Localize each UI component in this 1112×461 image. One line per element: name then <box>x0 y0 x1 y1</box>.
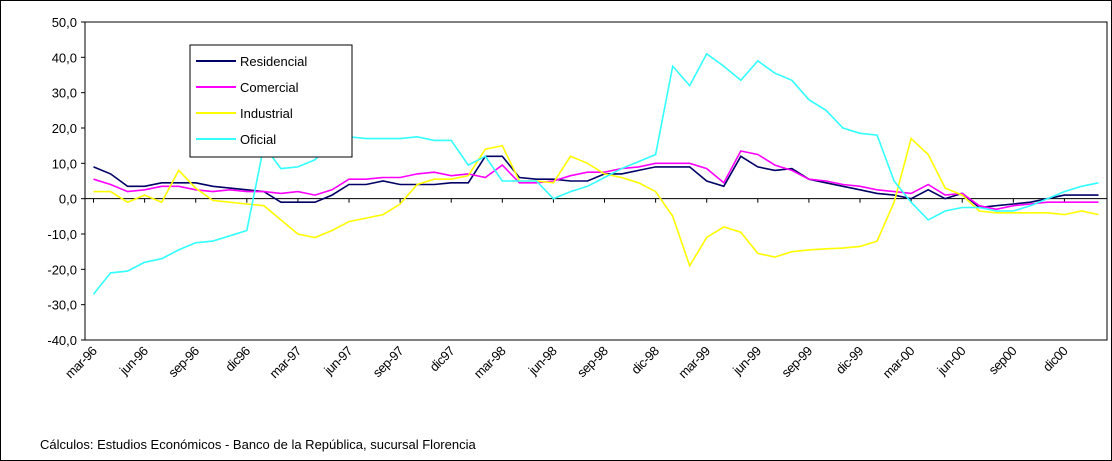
y-tick-label: 10,0 <box>52 156 77 171</box>
y-tick-label: -10,0 <box>47 227 77 242</box>
y-tick-label: 30,0 <box>52 86 77 101</box>
y-tick-label: 0,0 <box>59 192 77 207</box>
legend-label: Oficial <box>240 132 276 147</box>
y-tick-label: -30,0 <box>47 298 77 313</box>
y-tick-label: 50,0 <box>52 15 77 30</box>
legend-label: Industrial <box>240 106 293 121</box>
footnote: Cálculos: Estudios Económicos - Banco de… <box>40 437 476 452</box>
series-line <box>93 150 1099 211</box>
series-line <box>92 52 1099 295</box>
legend: Residencial Comercial Industrial Oficial <box>189 44 353 158</box>
y-tick-label: 40,0 <box>52 50 77 65</box>
legend-label: Comercial <box>240 80 299 95</box>
legend-label: Residencial <box>240 54 307 69</box>
y-tick-label: -20,0 <box>47 262 77 277</box>
y-tick-label: -40,0 <box>47 333 77 348</box>
y-tick-label: 20,0 <box>52 121 77 136</box>
series-line <box>93 137 1099 268</box>
